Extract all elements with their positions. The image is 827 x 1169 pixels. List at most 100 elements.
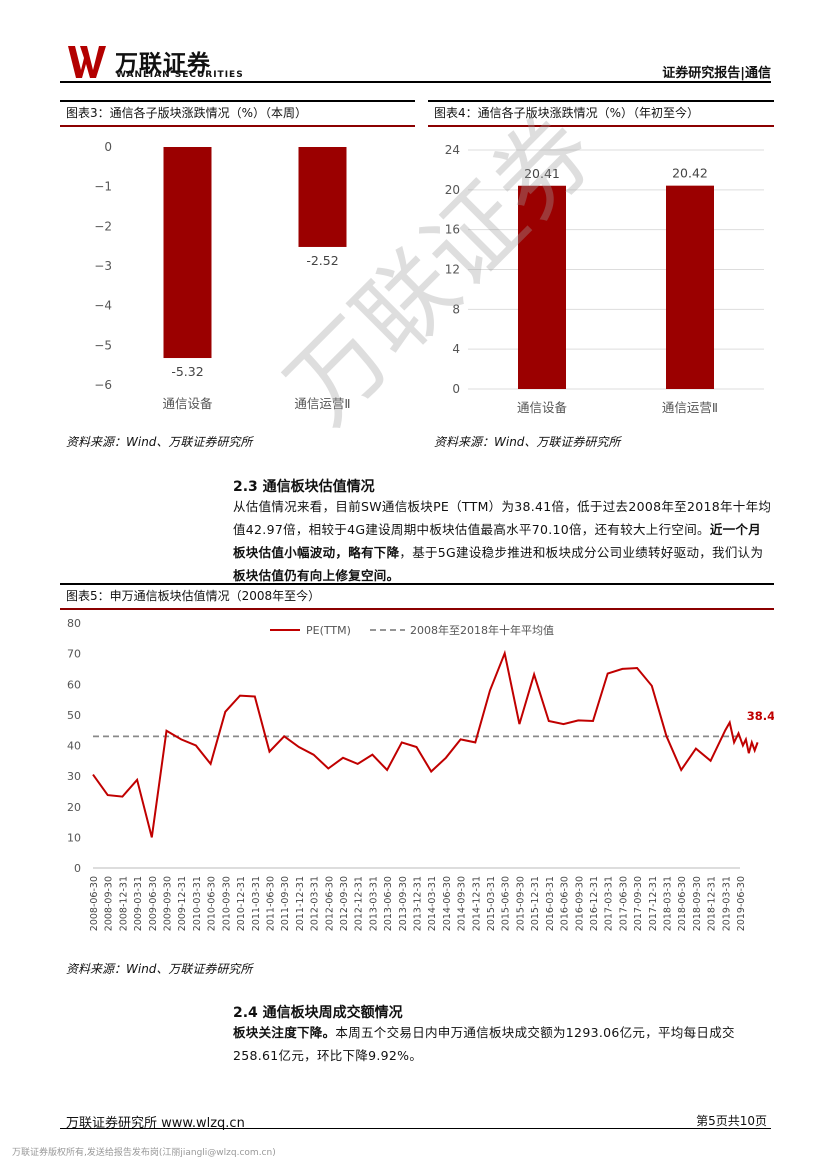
fig5-xtick-label: 2009-06-30 [148,876,159,931]
fig5-annotation: 38.41 [747,709,774,723]
fig5-xtick-label: 2015-06-30 [501,876,512,931]
fig3-ytick-label: −4 [94,299,112,313]
fig5-ytick-label: 80 [67,617,81,630]
fig3-value-label: -5.32 [171,364,203,379]
fig5-xtick-label: 2011-09-30 [280,876,291,931]
fig4-category-label: 通信设备 [517,400,568,415]
fig3-ytick-label: −5 [94,338,112,352]
fig5-xtick-label: 2014-12-31 [471,876,482,931]
fig5-xtick-label: 2016-03-31 [545,876,556,931]
fig5-xtick-label: 2010-12-31 [236,876,247,931]
fig5-ytick-label: 30 [67,770,81,783]
fig5-xtick-label: 2011-12-31 [295,876,306,931]
fig4-title: 图表4：通信各子版块涨跌情况（%）（年初至今） [434,106,700,120]
fig5-xtick-label: 2013-03-31 [368,876,379,931]
fig4-bar-chart: 24 20 16 12 8 4 0 20.41 通信设备 20.42 通信运营Ⅱ [445,143,764,415]
fig4-ytick-label: 12 [445,263,460,277]
fig4-title-bar: 图表4：通信各子版块涨跌情况（%）（年初至今） [428,100,774,127]
section-2-3-title: 2.3 通信板块估值情况 [233,479,375,495]
s23-text-b: 近一个月板块估值小幅波动，略有下降 [233,522,762,560]
s23-text-a: 从估值情况来看，目前SW通信板块PE（TTM）为38.41倍，低于过去2008年… [233,499,772,537]
fig5-xtick-label: 2017-03-31 [604,876,615,931]
fig5-xtick-label: 2017-12-31 [648,876,659,931]
fig3-title: 图表3：通信各子版块涨跌情况（%）（本周） [66,106,308,120]
fig5-xtick-label: 2015-12-31 [530,876,541,931]
fig5-xtick-label: 2011-06-30 [265,876,276,931]
fig4-ytick-label: 0 [452,382,460,396]
fig5-xtick-label: 2010-06-30 [207,876,218,931]
footer-copyright: 万联证券版权所有,发送给报告发布岗(江丽jiangli@wlzq.com.cn) [12,1148,276,1158]
wanlian-logo-icon [68,46,106,78]
fig5-xtick-label: 2016-12-31 [589,876,600,931]
fig5-ytick-label: 20 [67,801,81,814]
fig4-value-label: 20.41 [524,166,560,181]
fig4-ytick-label: 8 [452,302,460,316]
fig5-xtick-label: 2015-03-31 [486,876,497,931]
fig5-xtick-label: 2013-12-31 [413,876,424,931]
fig5-xtick-label: 2009-03-31 [133,876,144,931]
fig5-title: 图表5：申万通信板块估值情况（2008年至今） [66,589,321,603]
fig3-title-bar: 图表3：通信各子版块涨跌情况（%）（本周） [60,100,415,127]
fig4-bar [666,185,714,389]
fig5-xtick-label: 2015-09-30 [515,876,526,931]
fig5-xtick-label: 2017-09-30 [633,876,644,931]
fig4-value-label: 20.42 [672,166,708,181]
fig3-value-label: -2.52 [306,253,338,268]
fig5-xtick-label: 2018-09-30 [692,876,703,931]
fig5-xtick-label: 2018-03-31 [662,876,673,931]
fig5-xtick-label: 2009-09-30 [163,876,174,931]
fig4-ytick-label: 16 [445,223,460,237]
fig3-source: 资料来源：Wind、万联证券研究所 [66,435,253,449]
header-rule [60,81,771,83]
fig5-source: 资料来源：Wind、万联证券研究所 [66,962,253,976]
fig5-title-bar: 图表5：申万通信板块估值情况（2008年至今） [60,583,774,610]
fig5-xtick-label: 2008-06-30 [89,876,100,931]
s24-text-a: 板块关注度下降。 [233,1025,336,1040]
section-2-4-paragraph: 板块关注度下降。本周五个交易日内申万通信板块成交额为1293.06亿元，平均每日… [233,1021,773,1067]
fig5-xtick-label: 2012-03-31 [310,876,321,931]
fig4-bar [518,185,566,389]
fig5-xtick-label: 2014-06-30 [442,876,453,931]
footer-left-text: 万联证券研究所 www.wlzq.cn [66,1116,245,1131]
fig4-ytick-label: 24 [445,143,460,157]
section-2-3-paragraph: 从估值情况来看，目前SW通信板块PE（TTM）为38.41倍，低于过去2008年… [233,495,773,587]
fig5-xtick-label: 2017-06-30 [618,876,629,931]
fig5-xtick-label: 2011-03-31 [251,876,262,931]
fig5-xtick-label: 2018-06-30 [677,876,688,931]
fig5-xtick-label: 2008-12-31 [118,876,129,931]
fig5-xtick-label: 2012-12-31 [354,876,365,931]
fig5-legend-pe-label: PE(TTM) [306,624,351,637]
fig4-category-label: 通信运营Ⅱ [662,400,718,415]
fig5-xtick-label: 2008-09-30 [104,876,115,931]
fig5-xtick-label: 2019-03-31 [721,876,732,931]
fig5-xtick-label: 2018-12-31 [707,876,718,931]
fig5-pe-line [92,649,759,838]
fig5-xtick-label: 2012-06-30 [324,876,335,931]
fig3-bar-chart: 0 −1 −2 −3 −4 −5 −6 -5.32 通信设备 -2.52 通信运营Ⅱ [94,140,350,411]
s24-text-b: 本周五个交易日内申万通信板块成交额为1293.06亿元，平均每日成交258.61… [233,1025,735,1063]
fig3-bar [163,147,212,359]
fig3-ytick-label: 0 [104,140,112,154]
fig5-xtick-label: 2012-09-30 [339,876,350,931]
fig3-ytick-label: −2 [94,219,112,233]
fig5-ytick-label: 70 [67,648,81,661]
fig5-xtick-label: 2016-09-30 [574,876,585,931]
fig5-ytick-label: 50 [67,709,81,722]
fig3-category-label: 通信运营Ⅱ [294,396,350,411]
footer-rule [60,1128,771,1129]
report-type-label: 证券研究报告|通信 [662,66,771,81]
logo-text-cn: 万联证券 [115,51,211,77]
fig5-xtick-label: 2013-06-30 [383,876,394,931]
fig4-ytick-label: 4 [452,342,460,356]
fig4-ytick-label: 20 [445,183,460,197]
fig5-xtick-label: 2010-09-30 [221,876,232,931]
logo-text-en: WANLIAN SECURITIES [116,70,244,80]
fig5-xtick-label: 2013-09-30 [398,876,409,931]
fig3-category-label: 通信设备 [162,396,213,411]
fig5-xtick-label: 2014-09-30 [457,876,468,931]
fig5-ytick-label: 60 [67,678,81,691]
fig5-xtick-label: 2010-03-31 [192,876,203,931]
fig5-xtick-label: 2016-06-30 [560,876,571,931]
fig4-source: 资料来源：Wind、万联证券研究所 [434,435,621,449]
